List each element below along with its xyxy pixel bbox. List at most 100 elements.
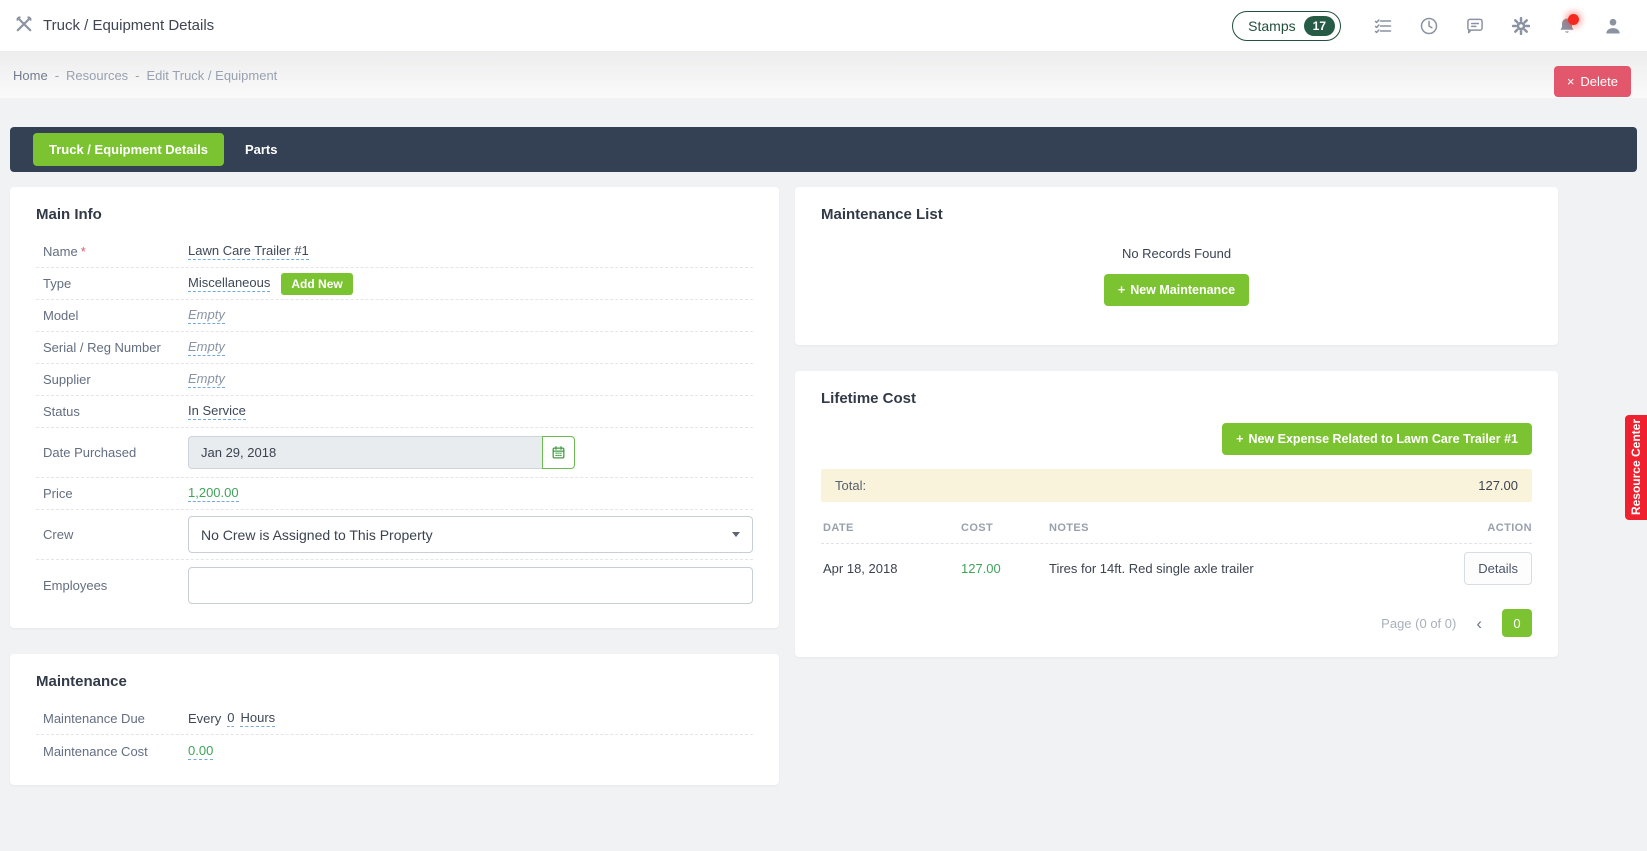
breadcrumb: Home - Resources - Edit Truck / Equipmen… [13, 68, 277, 83]
tab-truck-equipment-details[interactable]: Truck / Equipment Details [33, 133, 224, 166]
supplier-value[interactable]: Empty [188, 371, 225, 388]
field-row-employees: Employees [36, 560, 753, 610]
date-purchased-label: Date Purchased [43, 445, 137, 460]
page-content: Truck / Equipment Details Parts Main Inf… [0, 98, 1647, 785]
calendar-icon [552, 446, 565, 459]
breadcrumb-resources[interactable]: Resources [66, 67, 129, 83]
clock-icon[interactable] [1411, 8, 1447, 44]
maintenance-cost-value[interactable]: 0.00 [188, 742, 214, 760]
maintenance-due-unit[interactable]: Hours [240, 710, 276, 727]
maintenance-list-card: Maintenance List No Records Found + New M… [795, 187, 1558, 345]
field-row-crew: Crew No Crew is Assigned to This Propert… [36, 510, 753, 560]
breadcrumb-separator: - [54, 67, 60, 83]
tools-icon [14, 14, 34, 37]
field-row-status: Status In Service [36, 396, 753, 428]
employees-label: Employees [43, 577, 108, 593]
right-column: Maintenance List No Records Found + New M… [795, 187, 1558, 657]
status-value[interactable]: In Service [188, 403, 246, 420]
page-number-button[interactable]: 0 [1502, 609, 1532, 637]
stamps-button[interactable]: Stamps 17 [1232, 10, 1341, 41]
resource-center-tab[interactable]: Resource Center [1625, 415, 1647, 520]
resource-center-label: Resource Center [1629, 419, 1643, 516]
crew-selected-value: No Crew is Assigned to This Property [201, 526, 433, 543]
model-value[interactable]: Empty [188, 307, 225, 324]
details-button[interactable]: Details [1464, 552, 1532, 585]
maintenance-card: Maintenance Maintenance Due Every 0 Hour… [10, 654, 779, 785]
breadcrumb-current: Edit Truck / Equipment [146, 67, 278, 83]
chevron-left-icon[interactable]: ‹ [1476, 613, 1482, 633]
close-icon: × [1566, 74, 1575, 89]
bell-icon[interactable] [1549, 8, 1585, 44]
field-row-date-purchased: Date Purchased [36, 428, 753, 478]
chevron-down-icon [732, 532, 740, 537]
field-row-price: Price 1,200.00 [36, 478, 753, 510]
employees-input[interactable] [188, 566, 753, 604]
gear-icon[interactable] [1503, 8, 1539, 44]
chat-icon[interactable] [1457, 8, 1493, 44]
delete-label: Delete [1580, 74, 1618, 89]
breadcrumb-home[interactable]: Home [13, 67, 48, 83]
name-label: Name * [43, 244, 86, 259]
stamps-label: Stamps [1248, 17, 1296, 34]
user-icon[interactable] [1595, 8, 1631, 44]
total-row: Total: 127.00 [821, 469, 1532, 502]
left-column: Main Info Name * Lawn Care Trailer #1 Typ… [10, 187, 779, 785]
serial-label: Serial / Reg Number [43, 340, 161, 355]
status-label: Status [43, 404, 80, 419]
field-row-maintenance-due: Maintenance Due Every 0 Hours [36, 703, 753, 735]
add-new-type-button[interactable]: Add New [281, 272, 353, 295]
field-row-serial: Serial / Reg Number Empty [36, 332, 753, 364]
plus-icon: + [1236, 432, 1244, 446]
required-asterisk: * [80, 244, 86, 259]
calendar-button[interactable] [542, 436, 575, 469]
tasks-icon[interactable] [1365, 8, 1401, 44]
new-expense-button[interactable]: + New Expense Related to Lawn Care Traile… [1222, 423, 1532, 455]
top-bar: Truck / Equipment Details Stamps 17 [0, 0, 1647, 52]
date-purchased-input[interactable] [188, 436, 542, 469]
maintenance-title: Maintenance [36, 673, 127, 690]
brand: Truck / Equipment Details [14, 14, 214, 37]
lifetime-cost-card: Lifetime Cost + New Expense Related to La… [795, 371, 1558, 657]
total-value: 127.00 [1478, 478, 1518, 493]
field-row-maintenance-cost: Maintenance Cost 0.00 [36, 735, 753, 767]
field-row-supplier: Supplier Empty [36, 364, 753, 396]
expense-notes: Tires for 14ft. Red single axle trailer [1049, 561, 1254, 576]
page-title: Truck / Equipment Details [43, 17, 215, 34]
maintenance-list-title: Maintenance List [821, 206, 943, 223]
breadcrumb-bar: Home - Resources - Edit Truck / Equipmen… [0, 52, 1647, 98]
pagination: Page (0 of 0) ‹ 0 [821, 609, 1532, 639]
maintenance-due-value[interactable]: 0 [227, 710, 235, 727]
column-header-action: ACTION [1487, 522, 1532, 534]
type-value[interactable]: Miscellaneous [188, 275, 271, 292]
column-header-notes: NOTES [1049, 522, 1089, 534]
notification-dot [1568, 13, 1579, 25]
supplier-label: Supplier [43, 372, 91, 387]
delete-button[interactable]: × Delete [1553, 66, 1631, 97]
total-label: Total: [835, 478, 867, 493]
main-info-card: Main Info Name * Lawn Care Trailer #1 Typ… [10, 187, 779, 628]
column-header-cost: COST [961, 522, 994, 534]
crew-select[interactable]: No Crew is Assigned to This Property [188, 516, 753, 553]
price-label: Price [43, 486, 73, 501]
field-row-model: Model Empty [36, 300, 753, 332]
pagination-text: Page (0 of 0) [1381, 615, 1457, 631]
lifetime-cost-title: Lifetime Cost [821, 390, 917, 407]
table-row: Apr 18, 2018 127.00 Tires for 14ft. Red … [821, 544, 1532, 593]
price-value[interactable]: 1,200.00 [188, 485, 239, 502]
plus-icon: + [1117, 283, 1126, 297]
expense-cost: 127.00 [961, 561, 1001, 576]
no-records-text: No Records Found [1121, 246, 1232, 261]
topbar-actions: Stamps 17 [1232, 8, 1631, 44]
model-label: Model [43, 308, 79, 323]
maintenance-due-prefix: Every [188, 711, 222, 726]
main-info-title: Main Info [36, 206, 102, 223]
table-header-row: DATE COST NOTES ACTION [821, 512, 1532, 544]
stamps-count-badge: 17 [1303, 15, 1335, 36]
maintenance-cost-label: Maintenance Cost [43, 743, 148, 759]
serial-value[interactable]: Empty [188, 339, 225, 356]
type-label: Type [43, 276, 72, 291]
breadcrumb-separator: - [135, 67, 140, 83]
tab-parts[interactable]: Parts [244, 142, 278, 157]
name-value[interactable]: Lawn Care Trailer #1 [188, 243, 309, 260]
new-maintenance-button[interactable]: + New Maintenance [1103, 274, 1250, 306]
